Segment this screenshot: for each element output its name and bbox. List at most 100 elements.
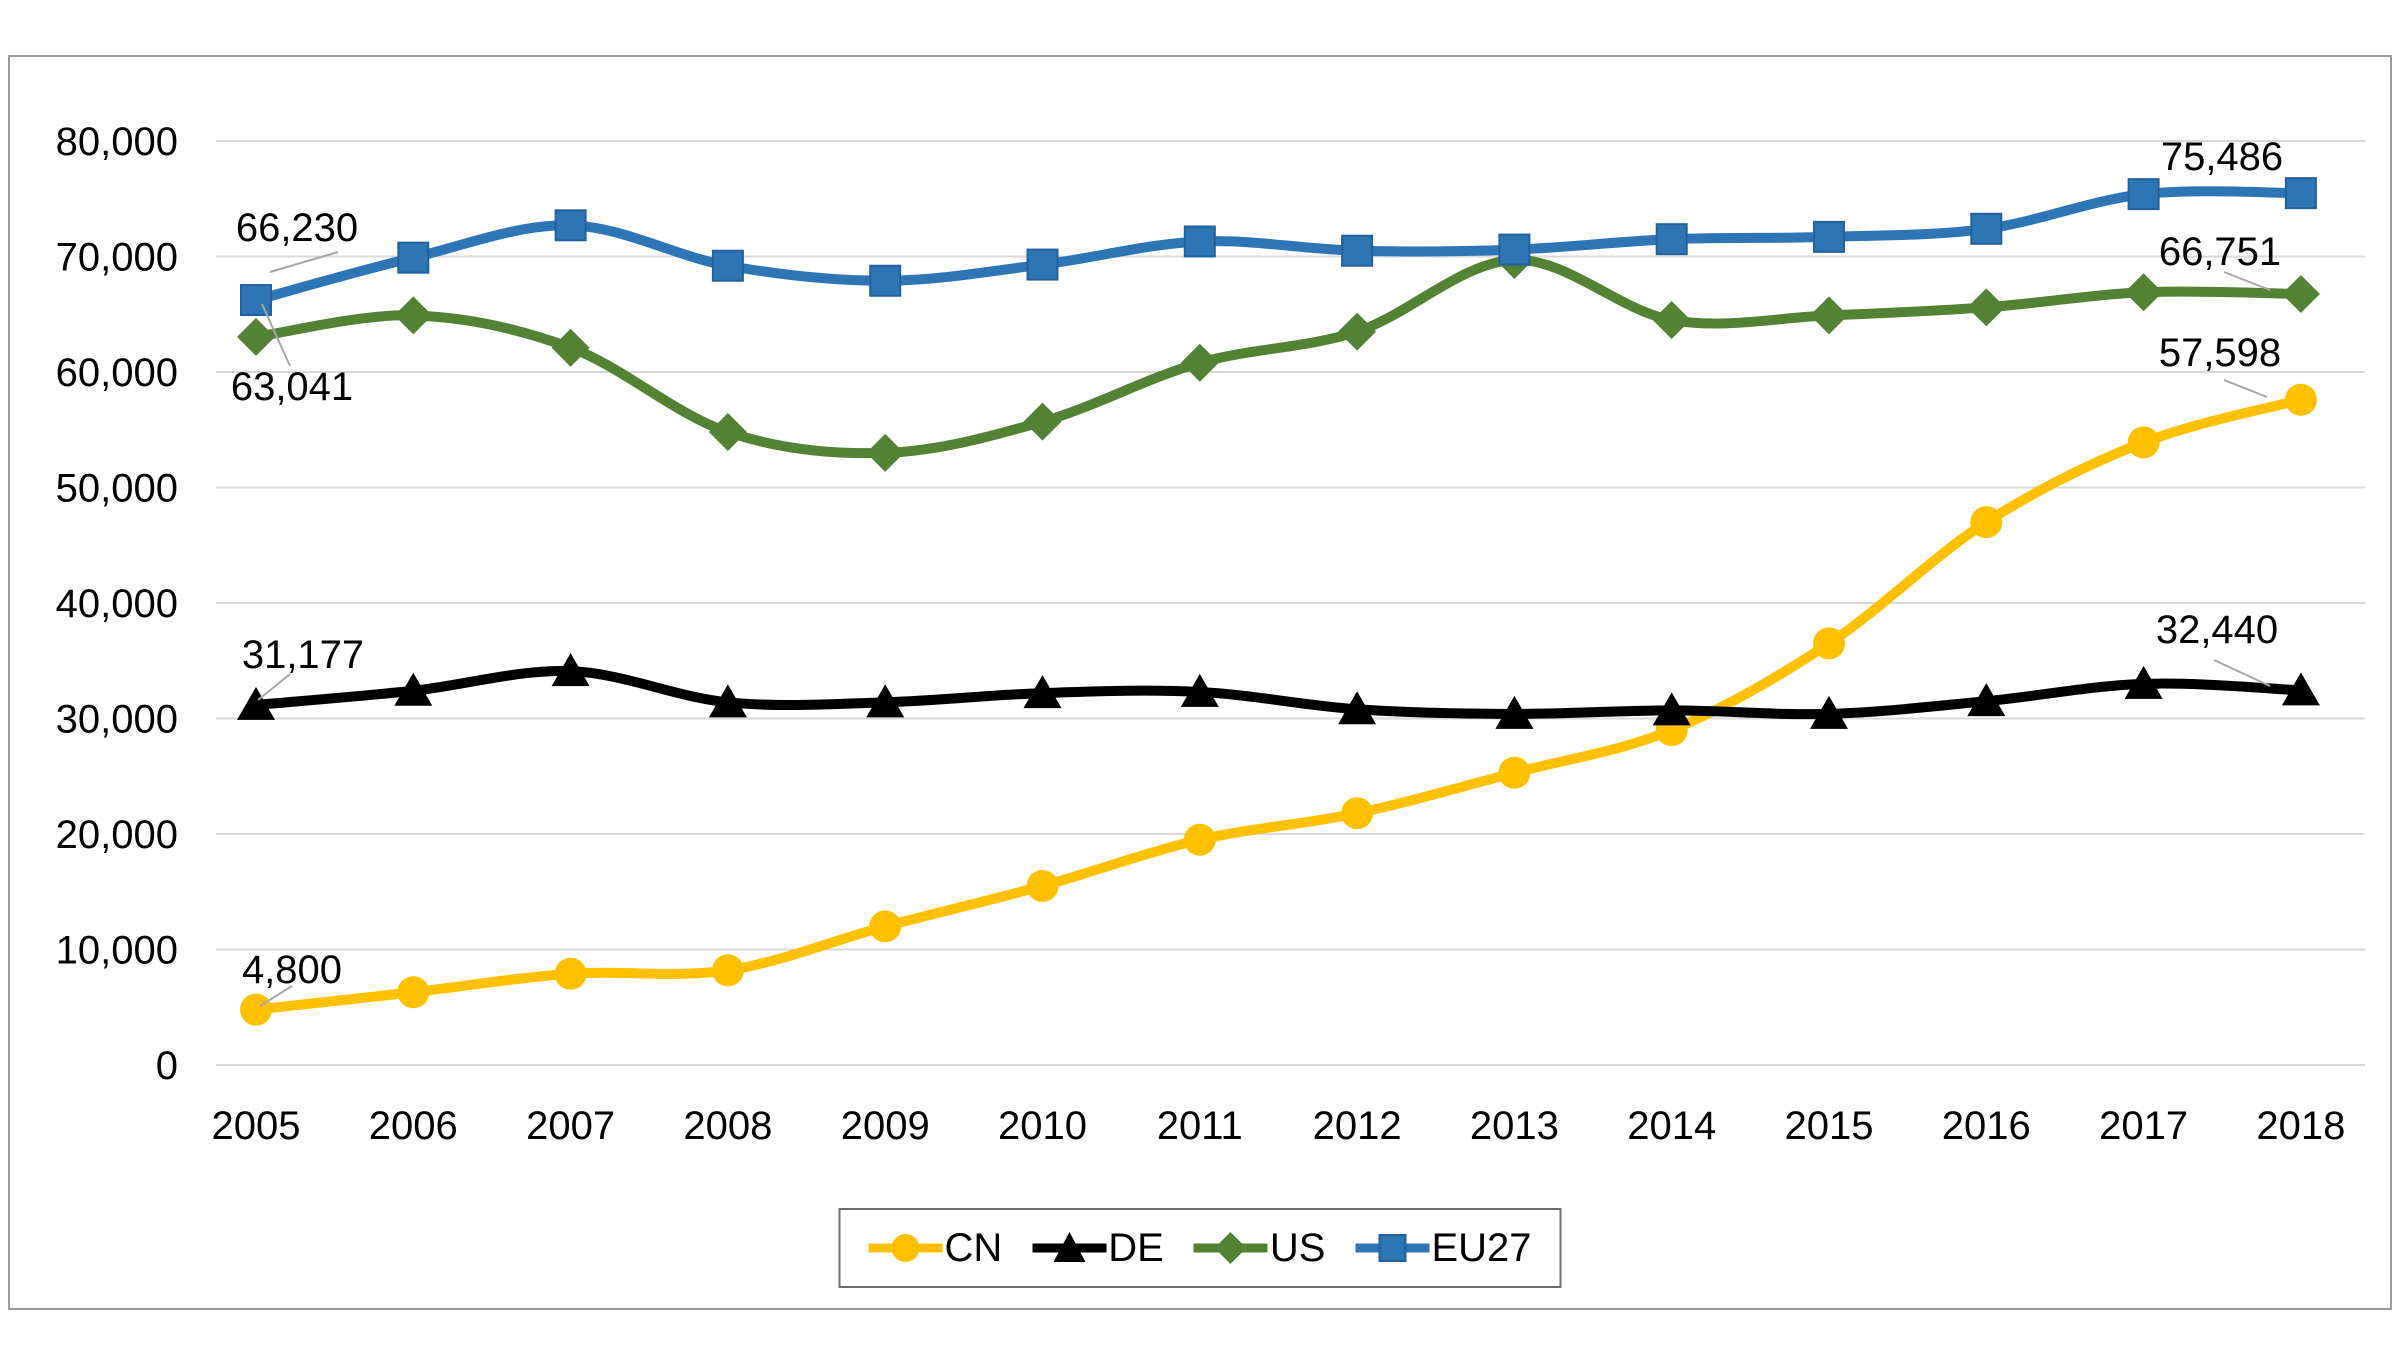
y-tick-label: 40,000: [56, 582, 178, 626]
square-marker-icon: [397, 241, 430, 274]
legend-item-de: DE: [1032, 1226, 1164, 1270]
circle-marker-icon: [1183, 823, 1216, 856]
square-marker-icon: [554, 209, 587, 242]
square-marker-icon: [1498, 233, 1531, 266]
triangle-marker-icon: [2281, 672, 2320, 706]
triangle-marker-icon: [1180, 673, 1219, 707]
x-tick-label: 2017: [2099, 1104, 2188, 1148]
de-series-line: [251, 666, 2306, 720]
triangle-marker-icon: [237, 686, 275, 720]
x-tick-label: 2011: [1157, 1104, 1243, 1148]
circle-marker-icon: [240, 993, 272, 1026]
circle-marker-icon: [554, 957, 587, 990]
x-tick-label: 2006: [369, 1104, 458, 1148]
data-label-cn-2018: 57,598: [2159, 331, 2281, 375]
square-marker-icon: [1026, 248, 1059, 281]
x-tick-label: 2010: [998, 1104, 1087, 1148]
diamond-marker-icon: [1810, 296, 1848, 335]
x-tick-label: 2015: [1785, 1104, 1874, 1148]
legend: CN DE US EU27: [838, 1208, 1562, 1288]
data-label-de-2005: 31,177: [242, 633, 364, 677]
legend-label-eu27: EU27: [1431, 1226, 1532, 1270]
legend-label-de: DE: [1108, 1226, 1164, 1270]
diamond-marker-icon: [1967, 288, 2006, 327]
square-marker-icon: [869, 264, 902, 297]
circle-marker-icon: [397, 976, 430, 1009]
square-marker-icon: [1813, 220, 1845, 253]
diamond-marker-icon: [2281, 275, 2320, 314]
circle-marker-icon: [2127, 426, 2160, 459]
square-marker-icon: [1970, 212, 2003, 245]
x-tick-label: 2018: [2256, 1104, 2345, 1148]
legend-item-cn: CN: [868, 1226, 1003, 1270]
x-tick-label: 2012: [1313, 1104, 1402, 1148]
y-tick-label: 80,000: [56, 120, 178, 164]
callout-leader-line: [2223, 379, 2268, 398]
data-label-de-2018: 32,440: [2156, 608, 2278, 652]
cn-legend-swatch-icon: [868, 1234, 943, 1262]
circle-marker-icon: [1970, 506, 2003, 539]
y-tick-label: 10,000: [56, 929, 178, 973]
y-tick-label: 30,000: [56, 698, 178, 742]
us-marker-icon: [1193, 1226, 1268, 1270]
data-label-eu27-2005: 66,230: [236, 206, 358, 250]
legend-item-eu27: EU27: [1355, 1226, 1532, 1270]
square-marker-icon: [240, 284, 272, 317]
triangle-marker-icon: [866, 684, 905, 718]
data-label-us-2005: 63,041: [231, 365, 353, 409]
triangle-marker-icon: [2124, 665, 2163, 699]
legend-label-us: US: [1269, 1226, 1326, 1270]
data-label-us-2018: 66,751: [2159, 230, 2281, 274]
x-tick-label: 2005: [212, 1104, 301, 1148]
triangle-marker-icon: [1967, 683, 2006, 717]
square-marker-icon: [711, 249, 744, 282]
y-tick-label: 70,000: [56, 236, 178, 280]
triangle-marker-icon: [1810, 695, 1848, 729]
x-tick-label: 2013: [1470, 1104, 1559, 1148]
square-marker-icon: [1341, 234, 1374, 267]
circle-marker-icon: [711, 954, 744, 987]
data-label-eu27-2018: 75,486: [2161, 135, 2283, 179]
x-tick-label: 2008: [683, 1104, 772, 1148]
square-marker-icon: [1183, 225, 1216, 258]
y-tick-label: 50,000: [56, 467, 178, 511]
x-tick-label: 2016: [1942, 1104, 2031, 1148]
triangle-marker-icon: [1023, 675, 1062, 709]
diamond-marker-icon: [866, 433, 905, 472]
y-tick-label: 0: [156, 1044, 178, 1088]
x-tick-label: 2009: [841, 1104, 930, 1148]
cn-marker-icon: [868, 1226, 943, 1270]
eu27-legend-swatch-icon: [1355, 1234, 1430, 1262]
eu27-series-line: [251, 186, 2306, 306]
de-legend-swatch-icon: [1032, 1232, 1107, 1262]
circle-marker-icon: [869, 910, 902, 943]
triangle-marker-icon: [551, 653, 590, 687]
y-tick-label: 20,000: [56, 813, 178, 857]
diamond-marker-icon: [2124, 273, 2163, 312]
callout-leader-line: [2213, 659, 2271, 687]
legend-item-us: US: [1193, 1226, 1326, 1270]
circle-marker-icon: [1341, 797, 1374, 830]
square-marker-icon: [2127, 178, 2160, 211]
diamond-marker-icon: [1180, 343, 1219, 382]
x-tick-label: 2007: [526, 1104, 615, 1148]
diamond-marker-icon: [551, 328, 590, 367]
diamond-marker-icon: [237, 317, 275, 356]
triangle-marker-icon: [708, 684, 747, 718]
callout-leader-line: [2223, 271, 2271, 291]
diamond-marker-icon: [1652, 301, 1691, 340]
y-tick-label: 60,000: [56, 351, 178, 395]
circle-marker-icon: [1498, 756, 1531, 789]
x-tick-label: 2014: [1627, 1104, 1716, 1148]
de-marker-icon: [1032, 1226, 1107, 1270]
triangle-marker-icon: [394, 672, 433, 706]
eu27-marker-icon: [1355, 1226, 1430, 1270]
diamond-marker-icon: [708, 413, 747, 452]
diamond-marker-icon: [394, 296, 433, 335]
legend-label-cn: CN: [944, 1226, 1003, 1270]
us-series-line: [251, 254, 2306, 459]
us-legend-swatch-icon: [1193, 1232, 1268, 1264]
callout-leader-line: [259, 985, 293, 1007]
